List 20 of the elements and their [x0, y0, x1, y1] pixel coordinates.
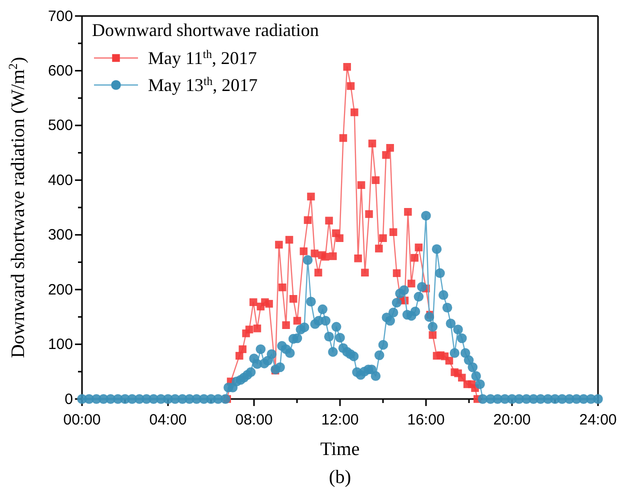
x-tick-label: 04:00 — [149, 412, 187, 428]
y-tick-label: 500 — [48, 117, 73, 134]
legend-label: May 13$^{th}$, 2017 — [148, 74, 258, 95]
x-tick-label: 24:00 — [579, 412, 617, 428]
x-tick-label: 12:00 — [321, 412, 359, 428]
x-tick-label: 16:00 — [407, 412, 445, 428]
x-axis-title: Time — [320, 439, 360, 460]
legend-label: May 11$^{th}$, 2017 — [148, 48, 257, 68]
legend-title: Downward shortwave radiation — [92, 20, 319, 40]
y-tick-label: 0 — [64, 390, 73, 408]
text: (b) — [328, 467, 352, 488]
y-tick-label: 600 — [48, 62, 73, 80]
x-tick-label: 20:00 — [493, 412, 531, 428]
y-tick-label: 700 — [48, 8, 73, 25]
x-tick-label: 00:00 — [63, 412, 101, 428]
y-tick-label: 300 — [48, 226, 73, 244]
y-tick-label: 100 — [48, 336, 73, 354]
x-tick-label: 08:00 — [235, 412, 273, 428]
y-tick-label: 200 — [48, 281, 73, 298]
y-tick-label: 400 — [48, 172, 73, 189]
